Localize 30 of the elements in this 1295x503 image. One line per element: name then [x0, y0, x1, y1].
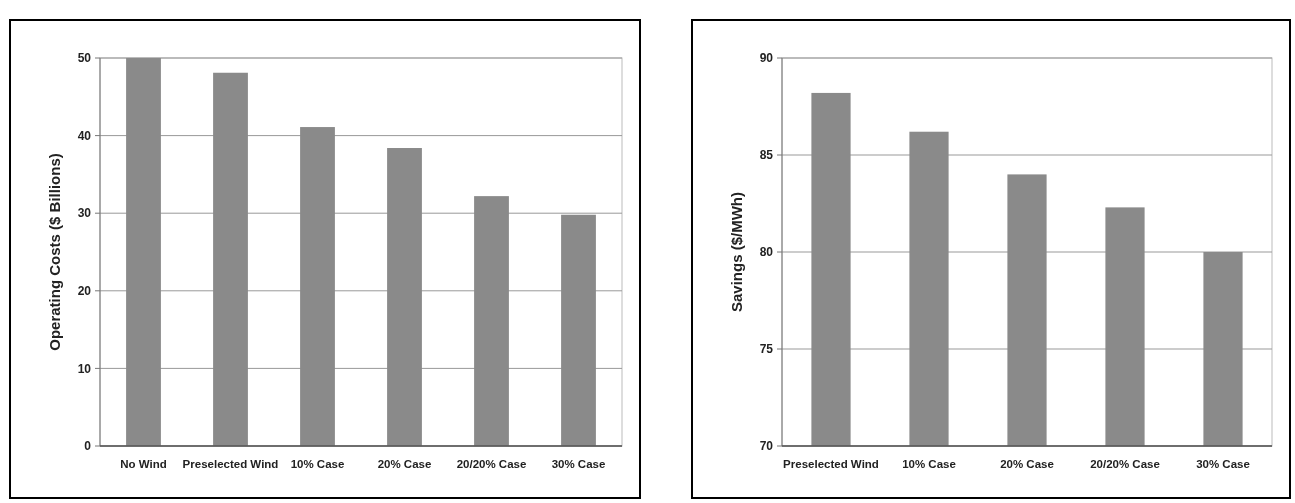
- y-tick-label: 20: [77, 284, 92, 298]
- bar: [561, 214, 596, 446]
- y-tick-label: 90: [759, 51, 774, 66]
- bar: [300, 127, 335, 446]
- x-tick-label: No Wind: [120, 458, 167, 470]
- y-tick-label: 85: [759, 148, 774, 163]
- x-tick-label: 20/20% Case: [456, 458, 527, 470]
- y-axis-title: Operating Costs ($ Billions): [46, 153, 63, 351]
- x-tick-label: 20% Case: [1000, 458, 1054, 470]
- bar: [474, 196, 509, 446]
- bar: [126, 58, 161, 446]
- x-tick-label: 20% Case: [377, 458, 432, 470]
- y-tick-label: 70: [759, 439, 774, 454]
- x-tick-label: 30% Case: [551, 458, 606, 470]
- x-tick-label: Preselected Wind: [783, 458, 879, 470]
- x-tick-label: 30% Case: [1196, 458, 1250, 470]
- y-tick-label: 75: [759, 342, 774, 357]
- x-tick-label: Preselected Wind: [182, 458, 279, 470]
- bar: [213, 72, 248, 446]
- y-tick-label: 40: [77, 128, 92, 143]
- bar: [387, 148, 422, 446]
- y-axis-title: Savings ($/MWh): [728, 191, 745, 313]
- y-tick-label: 80: [759, 245, 774, 260]
- y-tick-label: 10: [77, 361, 92, 376]
- y-tick-label: 50: [77, 51, 92, 66]
- y-tick-label: 0: [84, 439, 92, 454]
- x-tick-label: 10% Case: [290, 458, 345, 470]
- x-tick-label: 10% Case: [902, 458, 956, 470]
- x-tick-label: 20/20% Case: [1090, 458, 1160, 470]
- y-tick-label: 30: [77, 206, 92, 221]
